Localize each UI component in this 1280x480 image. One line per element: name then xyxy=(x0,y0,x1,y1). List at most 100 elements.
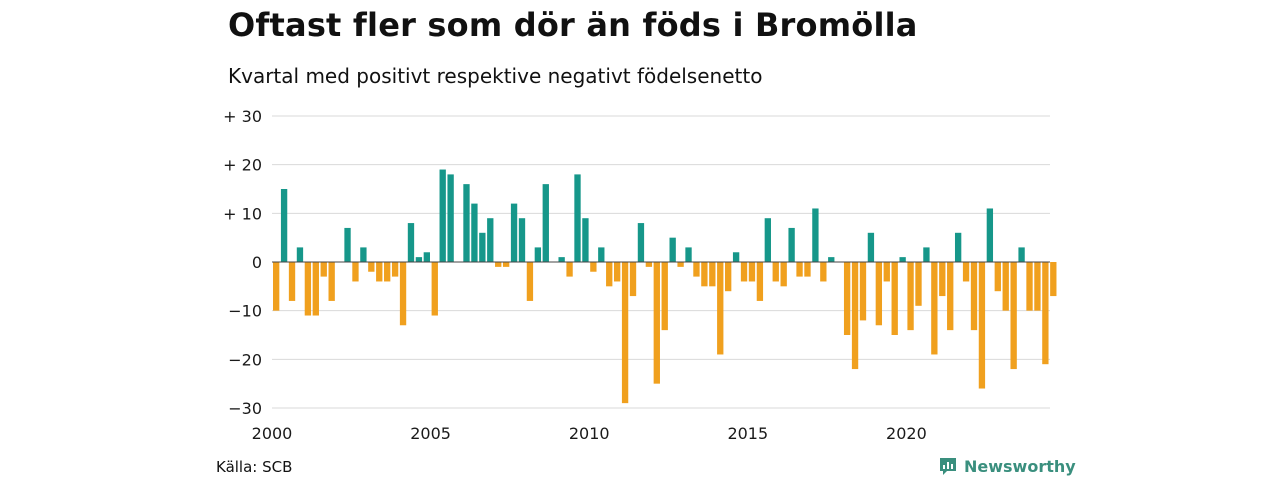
bar-negative xyxy=(709,262,716,287)
bar-negative xyxy=(1050,262,1057,297)
bar-negative xyxy=(1026,262,1033,311)
bar-positive xyxy=(534,247,542,262)
bar-positive xyxy=(487,218,494,262)
bar-positive xyxy=(518,218,526,262)
y-tick-label: −20 xyxy=(228,350,262,369)
chart-subtitle: Kvartal med positivt respektive negativt… xyxy=(228,64,763,88)
bar-negative xyxy=(693,262,700,277)
bar-positive xyxy=(685,247,692,262)
y-tick-label: −10 xyxy=(228,302,262,321)
bar-negative xyxy=(384,262,391,282)
bar-negative xyxy=(962,262,970,282)
bar-positive xyxy=(986,208,994,262)
bar-negative xyxy=(994,262,1001,292)
bar-positive xyxy=(471,203,478,262)
bar-positive xyxy=(923,247,930,262)
bar-negative xyxy=(725,262,732,292)
bar-negative xyxy=(661,262,668,331)
bar-negative xyxy=(606,262,613,287)
bar-positive xyxy=(574,174,581,262)
bar-negative xyxy=(526,262,534,301)
bar-positive xyxy=(423,252,430,262)
bar-negative xyxy=(590,262,597,272)
bar-negative xyxy=(621,262,629,404)
bar-negative xyxy=(1042,262,1049,365)
bar-negative xyxy=(495,262,502,267)
bar-negative xyxy=(978,262,986,389)
y-tick-label: −30 xyxy=(228,399,262,418)
bar-negative xyxy=(613,262,621,282)
bar-positive xyxy=(954,232,962,262)
bar-negative xyxy=(431,262,438,316)
bar-negative xyxy=(1010,262,1017,370)
y-tick-label: + 10 xyxy=(223,204,262,223)
bar-negative xyxy=(288,262,296,301)
bar-positive xyxy=(867,232,875,262)
y-tick-label: 0 xyxy=(252,253,262,272)
newsworthy-logo: Newsworthy xyxy=(938,456,1076,476)
x-tick-label: 2020 xyxy=(886,424,927,443)
bar-negative xyxy=(907,262,914,331)
bar-negative xyxy=(796,262,803,277)
bar-negative xyxy=(502,262,510,267)
bar-positive xyxy=(542,184,549,262)
bar-positive xyxy=(558,257,565,262)
bar-negative xyxy=(756,262,764,301)
bar-positive xyxy=(637,223,645,262)
bar-negative xyxy=(851,262,859,370)
bar-negative xyxy=(312,262,319,316)
bar-negative xyxy=(352,262,359,282)
bar-positive xyxy=(1018,247,1025,262)
bar-positive xyxy=(510,203,518,262)
x-tick-label: 2015 xyxy=(727,424,768,443)
source-note: Källa: SCB xyxy=(216,458,293,476)
bar-negative xyxy=(804,262,811,277)
bar-negative xyxy=(820,262,827,282)
bar-positive xyxy=(415,257,423,262)
bar-positive xyxy=(296,247,304,262)
bar-positive xyxy=(407,223,415,262)
bar-negative xyxy=(1034,262,1041,311)
chart-title: Oftast fler som dör än föds i Bromölla xyxy=(228,6,918,44)
bar-negative xyxy=(391,262,399,277)
bar-positive xyxy=(788,227,795,262)
bar-negative xyxy=(931,262,938,355)
bar-negative xyxy=(939,262,946,297)
newsworthy-logo-icon xyxy=(940,458,956,475)
bar-chart: + 30 + 20 + 10 0 −10 −20 −30 2000 2005 2010 2015 20… xyxy=(223,107,1057,443)
bar-positive xyxy=(764,218,771,262)
bar-negative xyxy=(947,262,954,331)
bar-negative xyxy=(891,262,898,335)
bar-negative xyxy=(629,262,637,297)
bar-positive xyxy=(479,232,486,262)
bar-negative xyxy=(843,262,851,335)
bar-negative xyxy=(875,262,883,326)
bar-negative xyxy=(328,262,335,301)
x-tick-label: 2010 xyxy=(569,424,610,443)
bar-negative xyxy=(320,262,327,277)
bar-positive xyxy=(598,247,605,262)
bar-negative xyxy=(304,262,312,316)
y-tick-label: + 20 xyxy=(223,156,262,175)
brand-name: Newsworthy xyxy=(964,456,1076,476)
bar-positive xyxy=(812,208,819,262)
bar-positive xyxy=(447,174,454,262)
bar-negative xyxy=(883,262,890,282)
bar-negative xyxy=(653,262,660,384)
bar-negative xyxy=(273,262,280,311)
bar-negative xyxy=(645,262,653,267)
bar-positive xyxy=(344,227,351,262)
bar-positive xyxy=(899,257,906,262)
bar-negative xyxy=(915,262,922,306)
bar-negative xyxy=(376,262,383,282)
y-tick-label: + 30 xyxy=(223,107,262,126)
bar-negative xyxy=(717,262,724,355)
bar-negative xyxy=(740,262,748,282)
bar-negative xyxy=(1002,262,1009,311)
x-tick-label: 2005 xyxy=(410,424,451,443)
bar-negative xyxy=(748,262,756,282)
bar-negative xyxy=(677,262,684,267)
bar-positive xyxy=(280,189,288,262)
bar-negative xyxy=(701,262,708,287)
bar-negative xyxy=(859,262,867,321)
